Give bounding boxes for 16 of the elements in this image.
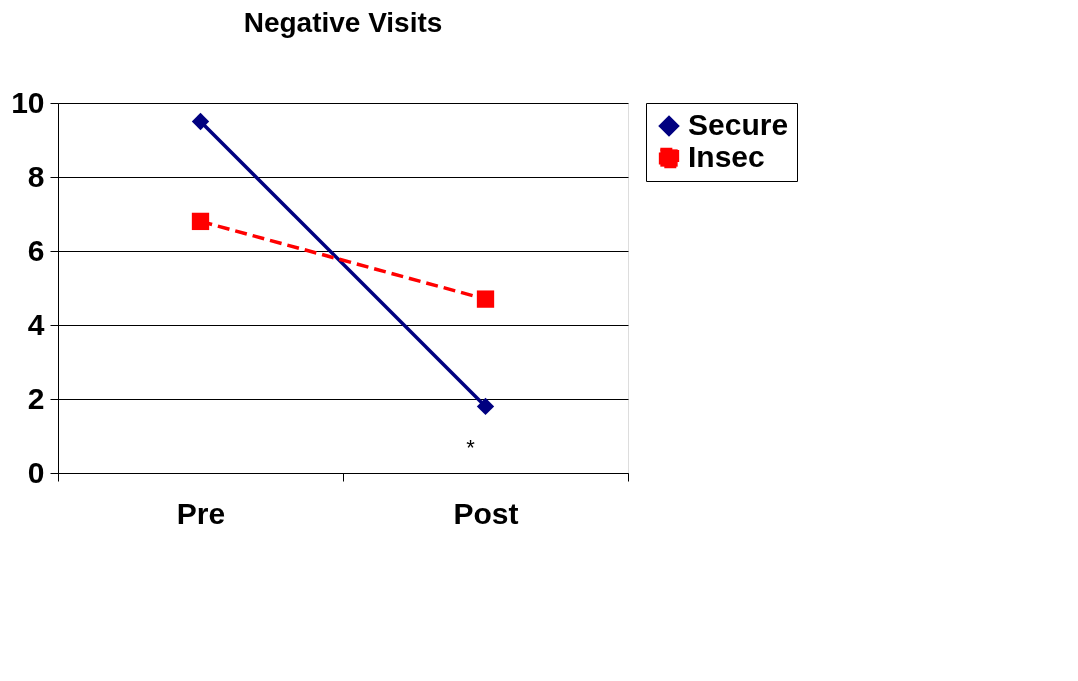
chart-title: Negative Visits: [243, 7, 443, 38]
point: [191, 212, 210, 231]
legend-label: Insec: [688, 140, 765, 173]
point: [476, 397, 495, 416]
y-tick-label: 6: [27, 233, 45, 267]
point: [191, 112, 210, 131]
x-tick-label: Post: [453, 496, 519, 530]
x-tick-label: Pre: [176, 496, 226, 530]
annotation: *: [466, 435, 476, 460]
y-tick-label: 4: [27, 307, 45, 341]
point: [476, 290, 495, 308]
y-tick-label: 8: [27, 159, 45, 193]
y-tick-label: 10: [11, 85, 45, 119]
legend-label: Secure: [688, 108, 789, 141]
y-tick-label: 2: [27, 381, 45, 415]
y-tick-label: 0: [27, 455, 45, 489]
